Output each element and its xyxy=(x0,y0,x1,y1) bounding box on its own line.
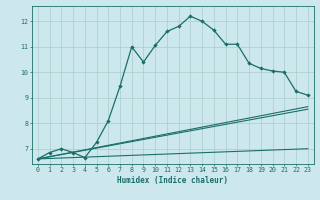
X-axis label: Humidex (Indice chaleur): Humidex (Indice chaleur) xyxy=(117,176,228,185)
